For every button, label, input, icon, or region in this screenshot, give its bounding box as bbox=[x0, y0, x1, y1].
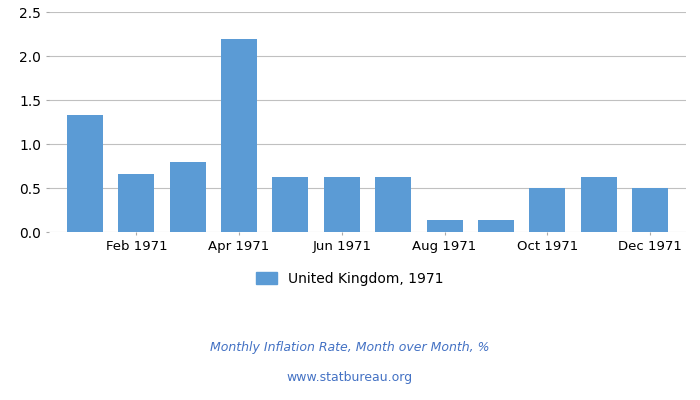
Bar bbox=[632, 188, 668, 232]
Bar bbox=[375, 176, 411, 232]
Bar bbox=[581, 178, 617, 232]
Bar bbox=[169, 162, 206, 232]
Text: Monthly Inflation Rate, Month over Month, %: Monthly Inflation Rate, Month over Month… bbox=[210, 342, 490, 354]
Legend: United Kingdom, 1971: United Kingdom, 1971 bbox=[251, 266, 449, 291]
Bar bbox=[426, 220, 463, 232]
Bar bbox=[67, 115, 103, 232]
Bar bbox=[478, 220, 514, 232]
Text: www.statbureau.org: www.statbureau.org bbox=[287, 372, 413, 384]
Bar bbox=[118, 174, 154, 232]
Bar bbox=[272, 176, 309, 232]
Bar bbox=[324, 176, 360, 232]
Bar bbox=[221, 39, 257, 232]
Bar bbox=[529, 188, 566, 232]
